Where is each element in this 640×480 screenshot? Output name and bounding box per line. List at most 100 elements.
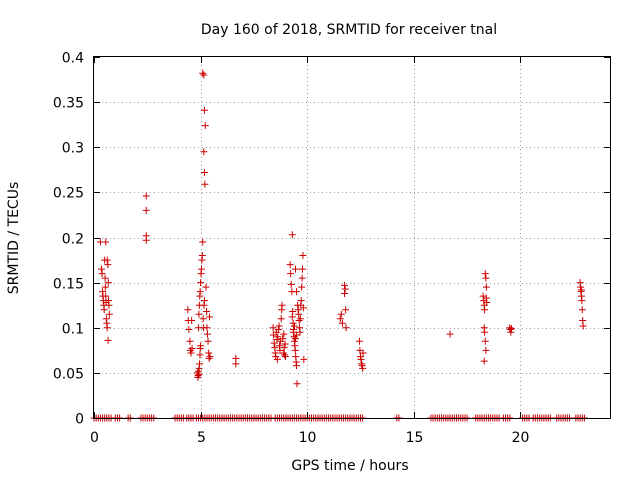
x-tick-label: 5 [197,430,206,446]
data-point [204,337,212,345]
data-point [105,301,113,309]
y-tick-label: 0.3 [62,141,84,157]
y-tick-label: 0.2 [62,232,84,248]
data-point [482,346,490,354]
y-tick-label: 0.1 [62,322,84,338]
data-point [184,306,192,314]
data-point [274,326,282,334]
data-point [481,306,489,314]
data-point [102,238,110,246]
data-point [296,328,304,336]
tick-labels: 0 0.05 0.1 0.15 0.2 0.25 0.3 0.35 0.4 0 5 10 15 20 [53,51,610,446]
data-point [341,285,349,293]
data-point [358,360,366,368]
data-point [274,333,282,341]
data-point [280,344,288,352]
data-point [507,328,515,336]
data-point [188,345,196,353]
data-point [293,288,301,296]
data-point [275,322,283,330]
data-point [185,326,193,334]
data-point [295,310,303,318]
data-point [296,315,304,323]
data-point [277,315,285,323]
data-point [196,351,204,359]
data-point [480,357,488,365]
data-point [195,310,203,318]
data-point [142,236,150,244]
data-point [579,322,587,330]
y-tick-label: 0.35 [53,96,84,112]
data-point [199,238,207,246]
data-point [293,362,301,370]
data-point [281,353,289,361]
x-tick-label: 20 [512,430,530,446]
data-point [105,310,113,318]
data-point [203,308,211,316]
data-point [341,281,349,289]
data-point [102,292,110,300]
data-point [342,324,350,332]
data-point [273,355,281,363]
y-axis-label: SRMTID / TECUs [6,182,22,295]
data-point [279,335,287,343]
data-point [195,371,203,379]
x-tick-label: 0 [90,430,99,446]
x-tick-label: 15 [406,430,424,446]
x-tick-label: 10 [299,430,317,446]
data-point [278,301,286,309]
data-point [270,339,278,347]
data-point [336,315,344,323]
data-point [197,279,205,287]
data-point [290,322,298,330]
data-point [299,304,307,312]
data-point [359,349,367,357]
data-point [200,148,208,156]
data-point [269,324,277,332]
data-point [298,274,306,282]
data-point [98,270,106,278]
data-point [281,351,289,359]
data-point [203,330,211,338]
data-point [299,252,307,260]
data-point [104,261,112,269]
data-point [196,288,204,296]
data-point [479,292,487,300]
data-point [200,106,208,114]
data-point [142,192,150,200]
data-point [103,256,111,264]
data-point [201,180,209,188]
data-point [338,319,346,327]
data-point [142,206,150,214]
data-point [577,286,585,294]
data-point [97,265,105,273]
data-point [104,336,112,344]
data-point [297,297,305,305]
data-point [482,294,490,302]
data-point [198,252,206,260]
data-point [288,231,296,239]
data-point [206,313,214,321]
data-point [279,349,287,357]
data-point [197,265,205,273]
data-point [187,349,195,357]
data-point [200,71,208,79]
data-point [481,270,489,278]
data-point [291,335,299,343]
data-point [482,283,490,291]
data-point [293,380,301,388]
data-point [196,360,204,368]
data-point [337,310,345,318]
data-point [232,360,240,368]
data-point [199,69,207,77]
data-point [205,354,213,362]
data-point [202,283,210,291]
data-point [287,280,295,288]
data-point [299,265,307,273]
data-point [200,297,208,305]
y-tick-label: 0.15 [53,277,84,293]
data-point [280,330,288,338]
data-point [104,279,112,287]
